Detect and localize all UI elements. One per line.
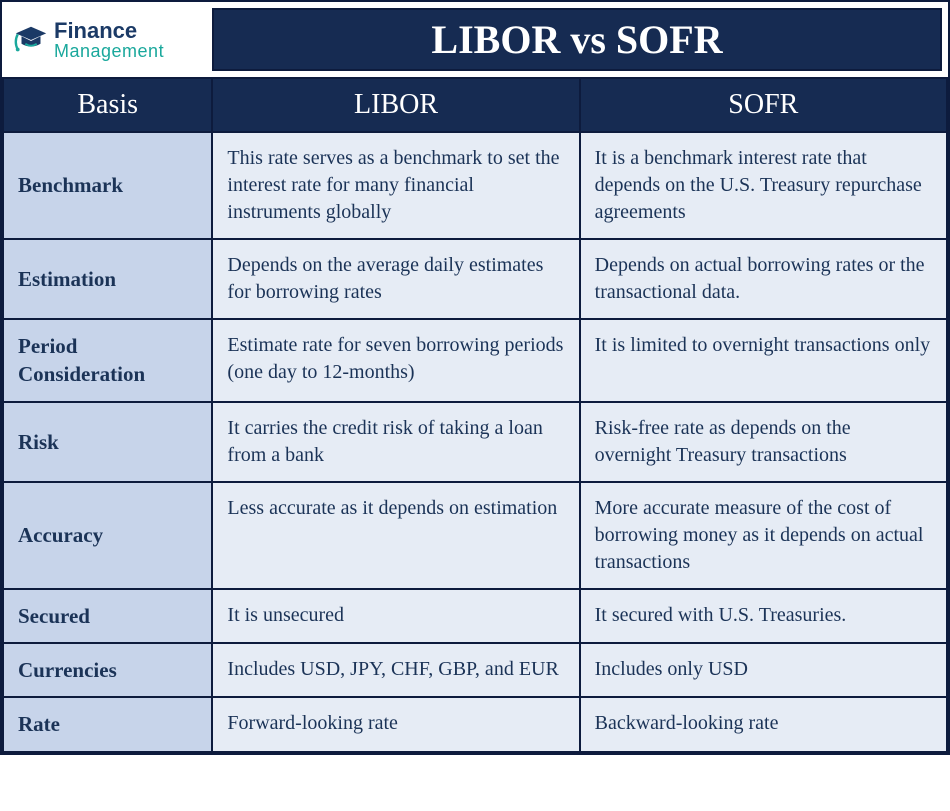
libor-cell: Estimate rate for seven borrowing period… [212, 319, 579, 402]
basis-cell: Secured [3, 589, 212, 643]
logo-cell: Finance Management [2, 2, 212, 77]
libor-cell: It is unsecured [212, 589, 579, 643]
libor-cell: Depends on the average daily estimates f… [212, 239, 579, 319]
sofr-cell: More accurate measure of the cost of bor… [580, 482, 947, 589]
col-header-sofr: SOFR [580, 78, 947, 132]
basis-cell: Benchmark [3, 132, 212, 239]
logo-text-line2: Management [54, 42, 164, 60]
header-row: Finance Management LIBOR vs SOFR [2, 2, 948, 77]
basis-cell: Rate [3, 697, 212, 751]
sofr-cell: It is limited to overnight transactions … [580, 319, 947, 402]
table-row: Period ConsiderationEstimate rate for se… [3, 319, 947, 402]
page-title: LIBOR vs SOFR [212, 8, 942, 71]
basis-cell: Estimation [3, 239, 212, 319]
table-row: SecuredIt is unsecuredIt secured with U.… [3, 589, 947, 643]
table-row: RiskIt carries the credit risk of taking… [3, 402, 947, 482]
sofr-cell: Depends on actual borrowing rates or the… [580, 239, 947, 319]
table-header-row: Basis LIBOR SOFR [3, 78, 947, 132]
table-row: RateForward-looking rateBackward-looking… [3, 697, 947, 751]
col-header-basis: Basis [3, 78, 212, 132]
col-header-libor: LIBOR [212, 78, 579, 132]
libor-cell: It carries the credit risk of taking a l… [212, 402, 579, 482]
brand-logo: Finance Management [12, 20, 164, 60]
sofr-cell: Backward-looking rate [580, 697, 947, 751]
libor-cell: Less accurate as it depends on estimatio… [212, 482, 579, 589]
comparison-table: Basis LIBOR SOFR BenchmarkThis rate serv… [2, 77, 948, 753]
table-row: BenchmarkThis rate serves as a benchmark… [3, 132, 947, 239]
table-row: AccuracyLess accurate as it depends on e… [3, 482, 947, 589]
basis-cell: Risk [3, 402, 212, 482]
table-row: EstimationDepends on the average daily e… [3, 239, 947, 319]
basis-cell: Accuracy [3, 482, 212, 589]
basis-cell: Period Consideration [3, 319, 212, 402]
logo-text-line1: Finance [54, 20, 164, 42]
graduation-cap-icon [12, 21, 50, 59]
libor-cell: Forward-looking rate [212, 697, 579, 751]
basis-cell: Currencies [3, 643, 212, 697]
table-row: CurrenciesIncludes USD, JPY, CHF, GBP, a… [3, 643, 947, 697]
sofr-cell: It secured with U.S. Treasuries. [580, 589, 947, 643]
comparison-card: Finance Management LIBOR vs SOFR Basis L… [0, 0, 950, 755]
libor-cell: Includes USD, JPY, CHF, GBP, and EUR [212, 643, 579, 697]
sofr-cell: It is a benchmark interest rate that dep… [580, 132, 947, 239]
sofr-cell: Includes only USD [580, 643, 947, 697]
libor-cell: This rate serves as a benchmark to set t… [212, 132, 579, 239]
sofr-cell: Risk-free rate as depends on the overnig… [580, 402, 947, 482]
